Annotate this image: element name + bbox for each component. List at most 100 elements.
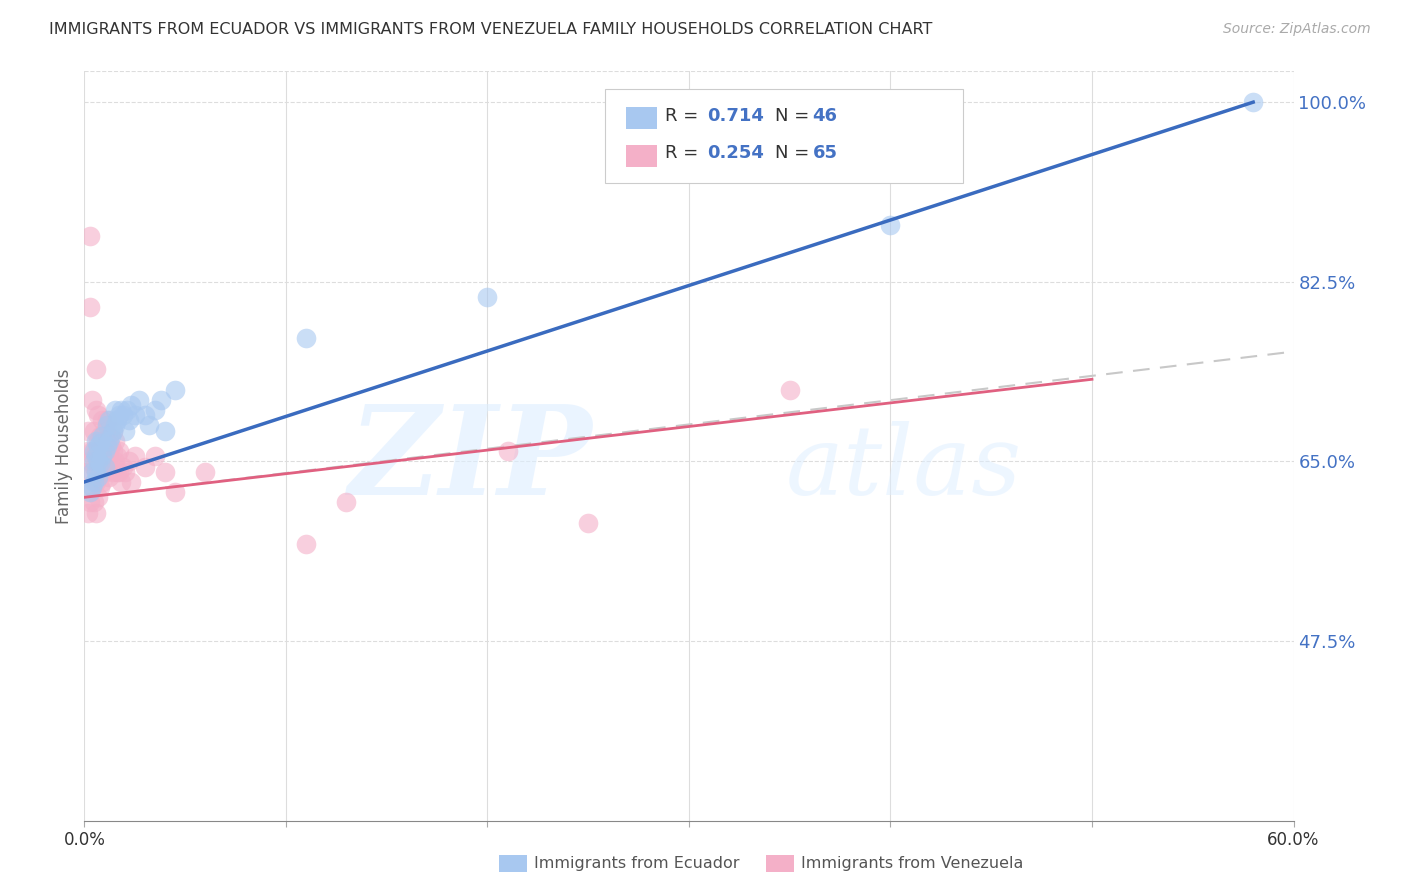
Point	[79, 495, 101, 509]
Point	[86, 362, 108, 376]
Point	[79, 485, 101, 500]
Point	[87, 459, 110, 474]
Point	[124, 408, 146, 422]
Point	[93, 444, 115, 458]
Point	[83, 475, 105, 489]
Point	[128, 392, 150, 407]
Text: Source: ZipAtlas.com: Source: ZipAtlas.com	[1223, 22, 1371, 37]
Point	[82, 480, 104, 494]
Point	[96, 418, 118, 433]
Point	[114, 465, 136, 479]
Point	[104, 418, 127, 433]
Point	[104, 454, 127, 468]
Point	[86, 465, 108, 479]
Text: 0.254: 0.254	[707, 145, 763, 162]
Point	[79, 301, 101, 315]
Point	[89, 428, 111, 442]
Point	[576, 516, 599, 530]
Text: Immigrants from Ecuador: Immigrants from Ecuador	[534, 856, 740, 871]
Text: 65: 65	[813, 145, 838, 162]
Point	[83, 495, 105, 509]
Point	[134, 408, 156, 422]
Point	[107, 408, 129, 422]
Point	[89, 480, 111, 494]
Point	[82, 392, 104, 407]
Point	[97, 413, 120, 427]
Point	[105, 450, 128, 464]
Text: ZIP: ZIP	[349, 401, 592, 522]
Point	[101, 444, 124, 458]
Point	[91, 475, 114, 489]
Point	[87, 470, 110, 484]
Point	[153, 465, 176, 479]
Point	[165, 383, 187, 397]
Point	[91, 428, 114, 442]
Text: 46: 46	[813, 107, 838, 125]
Point	[879, 219, 901, 233]
Point	[93, 444, 115, 458]
Text: Immigrants from Venezuela: Immigrants from Venezuela	[801, 856, 1024, 871]
Point	[79, 228, 101, 243]
Point	[87, 491, 110, 505]
Y-axis label: Family Households: Family Households	[55, 368, 73, 524]
Point	[91, 450, 114, 464]
Point	[77, 444, 100, 458]
Point	[101, 465, 124, 479]
Point	[295, 536, 318, 550]
Point	[114, 424, 136, 438]
Point	[107, 444, 129, 458]
Point	[75, 465, 97, 479]
Text: 0.714: 0.714	[707, 107, 763, 125]
Point	[101, 424, 124, 438]
Point	[97, 470, 120, 484]
Point	[93, 465, 115, 479]
Point	[83, 424, 105, 438]
Point	[110, 475, 132, 489]
Point	[120, 398, 142, 412]
Point	[87, 439, 110, 453]
Point	[149, 392, 172, 407]
Point	[104, 403, 127, 417]
Text: atlas: atlas	[786, 422, 1022, 516]
Text: R =: R =	[665, 145, 704, 162]
Point	[89, 454, 111, 468]
Text: IMMIGRANTS FROM ECUADOR VS IMMIGRANTS FROM VENEZUELA FAMILY HOUSEHOLDS CORRELATI: IMMIGRANTS FROM ECUADOR VS IMMIGRANTS FR…	[49, 22, 932, 37]
Point	[93, 424, 115, 438]
Point	[91, 444, 114, 458]
Point	[153, 424, 176, 438]
Point	[77, 506, 100, 520]
Point	[1241, 95, 1264, 110]
Point	[100, 459, 122, 474]
Point	[87, 434, 110, 448]
Point	[118, 454, 141, 468]
Point	[165, 485, 187, 500]
Point	[134, 459, 156, 474]
Point	[96, 439, 118, 453]
Point	[82, 444, 104, 458]
Point	[97, 428, 120, 442]
Point	[496, 444, 519, 458]
Point	[335, 495, 357, 509]
Point	[82, 480, 104, 494]
Point	[86, 444, 108, 458]
Point	[105, 465, 128, 479]
Point	[110, 403, 132, 417]
Point	[111, 408, 134, 422]
Point	[86, 403, 108, 417]
Point	[100, 428, 122, 442]
Point	[143, 450, 166, 464]
Point	[105, 413, 128, 427]
Point	[91, 413, 114, 427]
Point	[120, 475, 142, 489]
Point	[477, 290, 499, 304]
Point	[79, 454, 101, 468]
Point	[96, 413, 118, 427]
Point	[87, 454, 110, 468]
Point	[86, 434, 108, 448]
Point	[82, 465, 104, 479]
Point	[107, 465, 129, 479]
Point	[86, 506, 108, 520]
Point	[118, 413, 141, 427]
Point	[104, 434, 127, 448]
Point	[101, 424, 124, 438]
